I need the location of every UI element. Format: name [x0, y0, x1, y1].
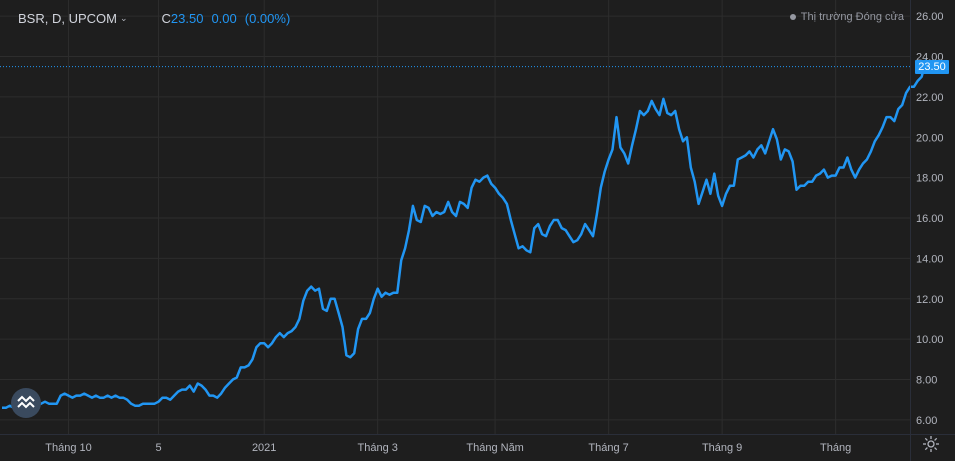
x-tick-label: Tháng 10: [45, 442, 91, 454]
x-tick-label: Tháng: [820, 442, 851, 454]
x-tick-label: Tháng 3: [358, 442, 398, 454]
y-tick-label: 10.00: [916, 334, 944, 346]
price-series-line: [2, 59, 934, 412]
go-to-realtime-icon: [17, 395, 35, 409]
change-percent: (0.00%): [244, 10, 291, 26]
change-value: 0.00: [211, 10, 237, 26]
gear-icon: [923, 436, 939, 452]
y-tick-label: 12.00: [916, 294, 944, 306]
y-tick-label: 20.00: [916, 132, 944, 144]
y-tick-label: 14.00: [916, 253, 944, 265]
market-status-text: Thị trường Đóng cửa: [800, 11, 904, 23]
y-tick-label: 8.00: [916, 374, 937, 386]
y-tick-label: 26.00: [916, 11, 944, 23]
y-tick-label: 16.00: [916, 213, 944, 225]
symbol-label[interactable]: BSR, D, UPCOM: [18, 10, 117, 26]
market-status: Thị trường Đóng cửa: [789, 11, 904, 23]
chevron-down-icon[interactable]: ⌄: [119, 12, 128, 23]
x-tick-label: 2021: [252, 442, 276, 454]
chart-legend: BSR, D, UPCOM ⌄ C 23.50 0.00 (0.00%): [18, 9, 290, 27]
x-tick-label: Tháng 9: [702, 442, 742, 454]
x-tick-label: Tháng 7: [588, 442, 628, 454]
x-tick-label: 5: [155, 442, 161, 454]
y-tick-label: 22.00: [916, 92, 944, 104]
y-tick-label: 6.00: [916, 415, 937, 427]
status-dot-icon: [789, 14, 796, 20]
last-price-tag: 23.50: [915, 59, 949, 74]
x-tick-label: Tháng Năm: [466, 442, 523, 454]
close-label: C: [161, 10, 171, 26]
settings-button[interactable]: [920, 433, 942, 455]
go-to-realtime-button[interactable]: [11, 388, 41, 418]
close-value: 23.50: [170, 10, 204, 26]
y-tick-label: 18.00: [916, 173, 944, 185]
